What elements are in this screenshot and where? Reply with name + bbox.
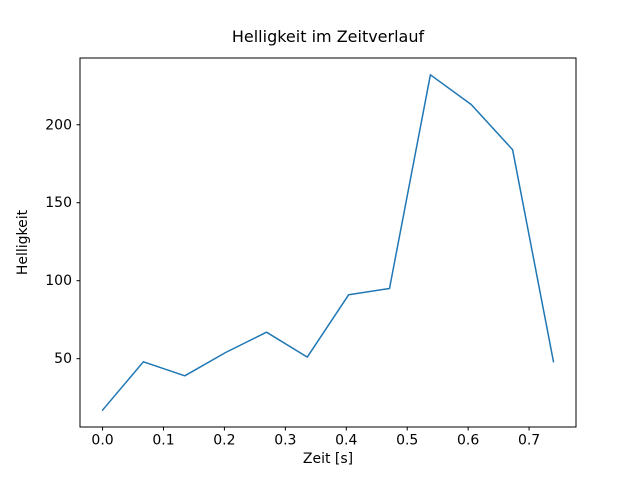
- y-tick-label: 100: [45, 273, 72, 289]
- chart-title: Helligkeit im Zeitverlauf: [232, 27, 425, 46]
- y-tick-label: 150: [45, 195, 72, 211]
- x-tick-label: 0.6: [457, 433, 479, 449]
- x-tick-label: 0.1: [152, 433, 174, 449]
- x-tick-label: 0.3: [274, 433, 296, 449]
- y-tick-label: 200: [45, 117, 72, 133]
- x-tick-label: 0.0: [91, 433, 113, 449]
- axes-frame: [79, 57, 577, 428]
- plot-contents: 0.0 0.1 0.2 0.3 0.4 0.5 0.6 0.7 50 100 150 200: [45, 57, 577, 449]
- x-tick-label: 0.5: [396, 433, 418, 449]
- data-line: [101, 74, 555, 411]
- y-tick-label: 50: [54, 351, 72, 367]
- x-tick-label: 0.4: [335, 433, 357, 449]
- x-tick-label: 0.7: [518, 433, 540, 449]
- x-tick-label: 0.2: [213, 433, 235, 449]
- y-axis-label: Helligkeit: [15, 209, 31, 275]
- x-axis-label: Zeit [s]: [303, 451, 353, 467]
